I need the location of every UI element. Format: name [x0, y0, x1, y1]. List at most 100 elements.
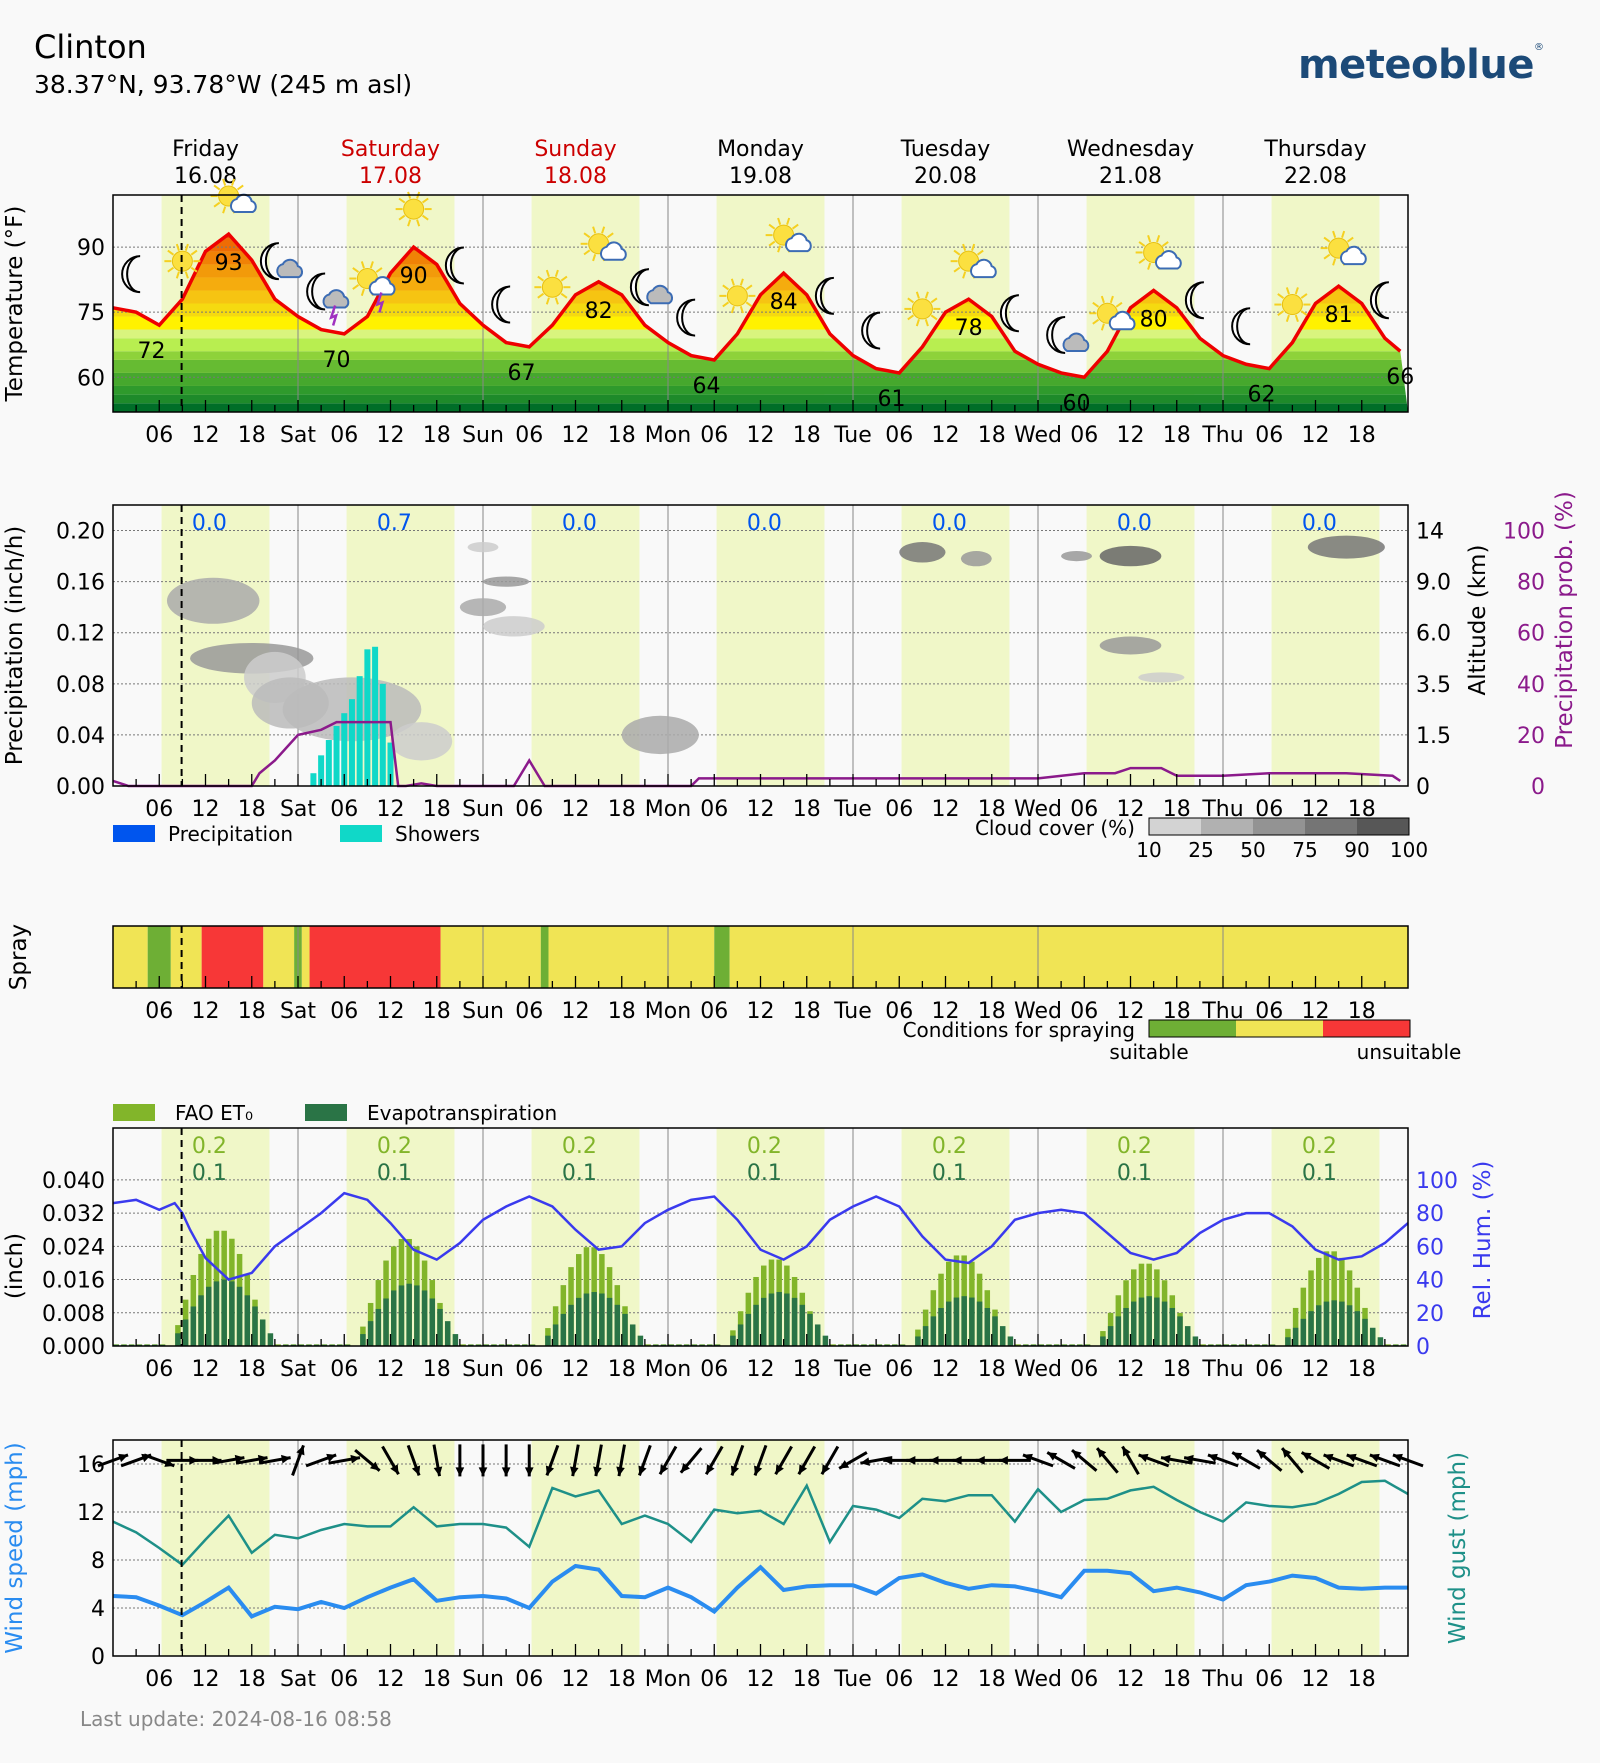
- lightning-shape: [329, 305, 339, 326]
- arrow-head: [660, 1464, 669, 1475]
- cloud-cover-legend-tick: 10: [1136, 838, 1161, 862]
- y-tick-label: 0.024: [42, 1235, 105, 1260]
- meteoblue-logo[interactable]: meteoblue®: [1298, 42, 1544, 88]
- x-tick-label: Sun: [462, 999, 504, 1024]
- daylight-band: [531, 505, 640, 786]
- altitude-tick-label: 14: [1416, 520, 1444, 545]
- wind-direction-arrow: [704, 1445, 724, 1476]
- spray-segment-unsuitable: [309, 926, 441, 988]
- fao-et0-bar: [1323, 1251, 1330, 1346]
- day-name: Sunday: [534, 137, 616, 162]
- legend-swatch: [113, 825, 155, 842]
- x-tick-label: 06: [885, 423, 913, 448]
- x-tick-label: 06: [145, 1667, 173, 1692]
- spray-segment-unsuitable: [201, 926, 264, 988]
- arrow-head: [883, 1456, 893, 1465]
- humidity-axis-label: Rel. Hum. (%): [1470, 1161, 1496, 1320]
- probability-tick-label: 80: [1517, 571, 1545, 596]
- wind-direction-arrow: [1022, 1453, 1054, 1468]
- fao-et0-bar: [1200, 1344, 1206, 1346]
- sun-ray: [1285, 314, 1290, 322]
- wind-direction-arrow: [860, 1456, 893, 1466]
- cloud-cover-legend-step: [1201, 818, 1253, 835]
- sun-ray: [739, 306, 744, 314]
- x-tick-label: 06: [885, 1667, 913, 1692]
- x-tick-label: Sun: [462, 423, 504, 448]
- wind-direction-arrow: [291, 1444, 305, 1476]
- temperature-band: [113, 394, 1408, 404]
- sun-ray: [592, 253, 597, 262]
- cloud-cover-legend-step: [1253, 818, 1305, 835]
- daily-evapotranspiration-total: 0.1: [1302, 1161, 1337, 1186]
- evapotranspiration-bar: [1115, 1316, 1122, 1346]
- arrow-head: [593, 1466, 602, 1477]
- daylight-band: [1086, 1440, 1195, 1656]
- temperature-max-label: 78: [955, 316, 983, 341]
- x-tick-label: 18: [978, 1667, 1006, 1692]
- evapotranspiration-bar: [969, 1297, 975, 1346]
- x-tick-label: 06: [700, 797, 728, 822]
- sun-ray: [175, 243, 180, 252]
- wind-direction-arrow: [1280, 1447, 1304, 1474]
- daily-evapotranspiration-total: 0.1: [747, 1161, 782, 1186]
- daily-fao-total: 0.2: [1117, 1134, 1152, 1159]
- wind-direction-arrow: [1095, 1447, 1119, 1474]
- x-tick-label: Sun: [462, 797, 504, 822]
- sun-ray: [971, 243, 976, 252]
- legend-swatch: [305, 1104, 347, 1121]
- humidity-tick-label: 0: [1416, 1335, 1430, 1360]
- x-tick-label: 18: [423, 423, 451, 448]
- sun-ray: [745, 284, 753, 291]
- x-tick-label: 12: [1117, 797, 1145, 822]
- arrow-head: [906, 1456, 916, 1465]
- sun-ray: [601, 226, 606, 234]
- daylight-band: [346, 1440, 455, 1656]
- sun-ray: [554, 297, 559, 305]
- shower-bar: [325, 740, 332, 786]
- humidity-tick-label: 40: [1416, 1269, 1444, 1294]
- x-tick-label: 18: [238, 797, 266, 822]
- sun-ray: [190, 266, 198, 273]
- wind-direction-arrow: [1369, 1453, 1401, 1468]
- daylight-band: [716, 505, 825, 786]
- y-axis-label: Precipitation (inch/h): [2, 526, 28, 766]
- evapotranspiration-bar: [1131, 1301, 1137, 1346]
- evapotranspiration-bar: [198, 1295, 204, 1346]
- x-tick-label: 12: [377, 1357, 405, 1382]
- shower-bar: [372, 646, 379, 786]
- temperature-line: [112, 231, 1402, 380]
- cloud-shape: [785, 232, 812, 253]
- x-tick-label: 18: [1348, 1667, 1376, 1692]
- arrow-head: [1207, 1453, 1218, 1463]
- evapotranspiration-bar: [213, 1281, 220, 1346]
- x-tick-label: Sat: [280, 423, 316, 448]
- x-tick-label: 18: [238, 423, 266, 448]
- x-tick-label: 06: [515, 1357, 543, 1382]
- x-tick-label: Sun: [462, 1667, 504, 1692]
- evapotranspiration-bar: [429, 1298, 436, 1346]
- x-tick-label: 12: [377, 999, 405, 1024]
- sun-ray: [962, 243, 967, 252]
- x-tick-label: Sat: [280, 999, 316, 1024]
- sun-ray: [1341, 230, 1346, 238]
- relative-humidity-line: [112, 1191, 1409, 1281]
- x-tick-label: 18: [238, 999, 266, 1024]
- x-tick-label: 12: [1117, 1357, 1145, 1382]
- evapotranspiration-bar: [1316, 1305, 1322, 1346]
- daylight-band: [716, 1440, 825, 1656]
- x-tick-label: 18: [608, 1357, 636, 1382]
- sun-ray: [930, 297, 938, 304]
- sun-disc: [911, 298, 933, 320]
- sun-ray: [554, 269, 559, 278]
- x-tick-label: 06: [1070, 1357, 1098, 1382]
- evapotranspiration-bar: [776, 1292, 782, 1346]
- x-tick-label: 18: [238, 1667, 266, 1692]
- sun-ray: [1346, 236, 1354, 243]
- daily-fao-total: 0.2: [377, 1134, 412, 1159]
- evapotranspiration-bar: [414, 1285, 420, 1346]
- x-tick-label: 12: [192, 423, 220, 448]
- cloud-cover-blob: [899, 542, 946, 563]
- arrow-head: [570, 1466, 579, 1477]
- x-tick-label: 06: [1255, 1667, 1283, 1692]
- sun-ray: [1147, 235, 1152, 243]
